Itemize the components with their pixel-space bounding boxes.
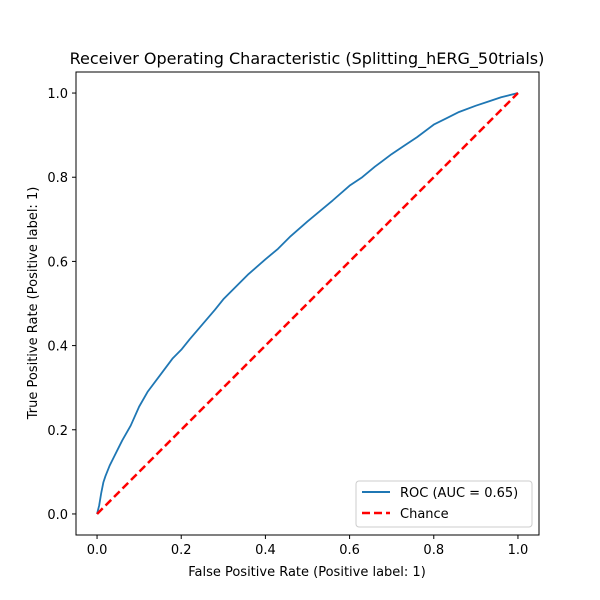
series-layer [96, 92, 519, 515]
legend-label-roc: ROC (AUC = 0.65) [400, 486, 518, 501]
x-tick-label: 0.8 [423, 543, 444, 558]
chance-line [96, 92, 519, 515]
y-axis-label: True Positive Rate (Positive label: 1) [26, 187, 41, 421]
y-tick-label: 1.0 [47, 87, 68, 102]
legend-label-chance: Chance [400, 507, 449, 522]
y-tick-label: 0.4 [47, 340, 68, 355]
y-tick-label: 0.2 [47, 424, 68, 439]
x-tick-label: 0.6 [339, 543, 360, 558]
x-tick-label: 0.0 [87, 543, 108, 558]
x-axis-ticks: 0.0 0.2 0.4 0.6 0.8 1.0 [87, 535, 529, 558]
x-tick-label: 0.4 [255, 543, 276, 558]
x-tick-label: 1.0 [508, 543, 529, 558]
x-tick-label: 0.2 [171, 543, 192, 558]
plot-background [76, 72, 539, 535]
legend: ROC (AUC = 0.65) Chance [355, 480, 533, 528]
chart-title: Receiver Operating Characteristic (Split… [70, 49, 545, 69]
y-tick-label: 0.8 [47, 171, 68, 186]
plot-area [75, 71, 540, 536]
x-axis-label: False Positive Rate (Positive label: 1) [188, 565, 426, 580]
plot-frame [75, 71, 540, 536]
y-tick-label: 0.0 [47, 508, 68, 523]
legend-box [355, 480, 533, 528]
roc-curve-line [96, 92, 519, 515]
y-axis-ticks: 0.0 0.2 0.4 0.6 0.8 1.0 [47, 87, 76, 523]
y-tick-label: 0.6 [47, 255, 68, 270]
